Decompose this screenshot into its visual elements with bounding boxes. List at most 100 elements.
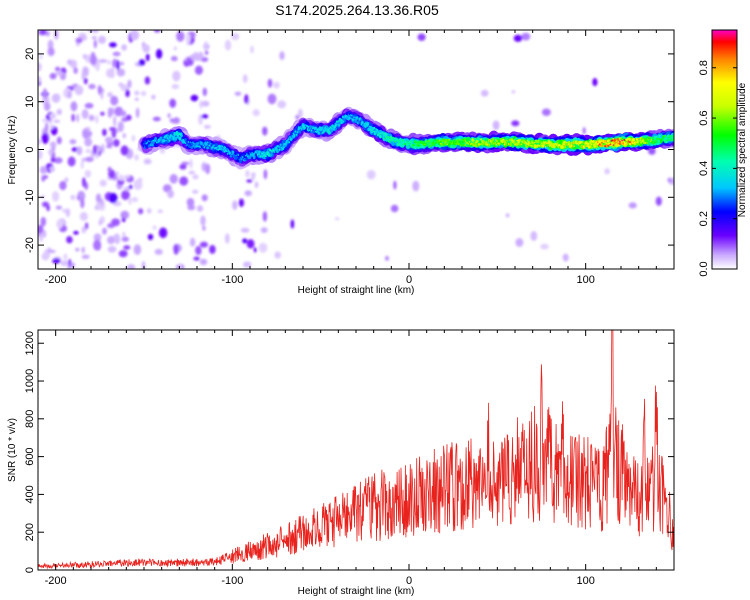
ridge-blob (340, 122, 343, 125)
ridge-blob (531, 144, 533, 148)
ridge-blob (560, 145, 563, 148)
colorbar-tick-label: 0.4 (698, 161, 710, 176)
noise-speck (170, 55, 178, 62)
ridge-blob (574, 141, 577, 143)
ridge-blob (229, 151, 231, 155)
ridge-blob (239, 159, 242, 164)
ridge-blob (237, 153, 240, 156)
ridge-blob (264, 153, 266, 156)
ridge-blob (479, 143, 481, 145)
ridge-blob (455, 142, 459, 146)
noise-speck (47, 247, 52, 251)
ridge-blob (638, 137, 640, 140)
noise-speck (79, 211, 88, 221)
noise-speck (604, 168, 610, 175)
ridge-blob (230, 155, 232, 158)
ridge-blob (144, 140, 146, 143)
ridge-blob (622, 142, 624, 145)
ridge-blob (423, 140, 425, 144)
ridge-blob (503, 143, 506, 146)
ridge-blob (467, 143, 470, 145)
noise-speck (179, 164, 187, 170)
ridge-blob (157, 141, 159, 144)
ridge-blob (396, 140, 399, 142)
noise-speck (155, 48, 163, 59)
noise-speck (134, 90, 140, 96)
noise-speck (114, 233, 121, 245)
ridge-blob (310, 129, 313, 132)
ridge-blob (265, 155, 267, 158)
ridge-blob (205, 142, 208, 145)
noise-speck (274, 251, 282, 259)
ridge-blob (343, 115, 346, 118)
ridge-blob (323, 130, 326, 133)
ridge-blob (223, 146, 227, 150)
noise-speck (209, 244, 216, 254)
ridge-blob (508, 139, 511, 141)
ridge-blob (425, 140, 427, 143)
noise-speck (102, 227, 107, 235)
ridge-blob (606, 139, 610, 142)
ridge-blob (330, 128, 333, 133)
ridge-blob (484, 143, 487, 145)
noise-speck (592, 78, 598, 87)
snr-ytick-label: 1200 (24, 331, 36, 355)
ridge-blob (202, 144, 205, 147)
ridge-blob (294, 130, 297, 133)
ridge-blob (354, 118, 356, 121)
noise-speck (147, 233, 154, 241)
ridge-blob (422, 143, 424, 146)
ridge-blob (623, 138, 625, 141)
ridge-blob (154, 140, 157, 142)
noise-speck (82, 54, 87, 59)
noise-speck (120, 145, 129, 156)
ridge-blob (218, 148, 221, 151)
ridge-blob (429, 143, 432, 145)
ridge-blob (540, 142, 543, 145)
ridge-blob (528, 140, 530, 143)
ridge-blob (221, 145, 224, 148)
ridge-blob (583, 145, 585, 148)
ridge-blob (563, 145, 567, 149)
ridge-blob (164, 135, 166, 138)
colorbar-frame (711, 29, 738, 270)
noise-speck (279, 51, 285, 60)
ridge-blob (182, 138, 184, 141)
ridge-blob (536, 139, 540, 144)
ridge-blob (320, 128, 322, 131)
ridge-blob (502, 138, 505, 141)
noise-speck (112, 51, 121, 57)
noise-speck (158, 227, 168, 239)
noise-speck (56, 108, 62, 115)
colorbar-tick-label: 0.6 (698, 110, 710, 125)
noise-speck (41, 201, 50, 208)
ridge-blob (408, 146, 410, 149)
ridge-blob (399, 144, 402, 146)
ridge-blob (442, 143, 444, 146)
ridge-blob (389, 135, 393, 139)
ridge-blob (553, 144, 555, 146)
colorbar-tick-label: 0.2 (698, 211, 710, 226)
noise-speck (169, 98, 177, 108)
noise-speck (133, 244, 142, 255)
ridge-blob (613, 143, 616, 145)
ridge-blob (510, 141, 512, 144)
ridge-blob (543, 141, 546, 144)
ridge-blob (534, 139, 538, 143)
noise-speck (85, 156, 94, 162)
noise-speck (45, 122, 49, 133)
noise-speck (224, 39, 232, 51)
ridge-blob (300, 127, 302, 130)
noise-speck (111, 218, 121, 227)
ridge-blob (365, 122, 368, 125)
noise-speck (582, 127, 586, 135)
ridge-blob (488, 144, 491, 146)
noise-speck (68, 259, 72, 267)
noise-speck (123, 245, 131, 250)
ridge-blob (416, 142, 419, 145)
noise-speck (63, 253, 68, 260)
noise-speck (118, 250, 128, 258)
snr-xlabel: Height of straight line (km) (298, 586, 415, 597)
noise-speck (667, 177, 672, 183)
noise-speck (181, 161, 190, 165)
